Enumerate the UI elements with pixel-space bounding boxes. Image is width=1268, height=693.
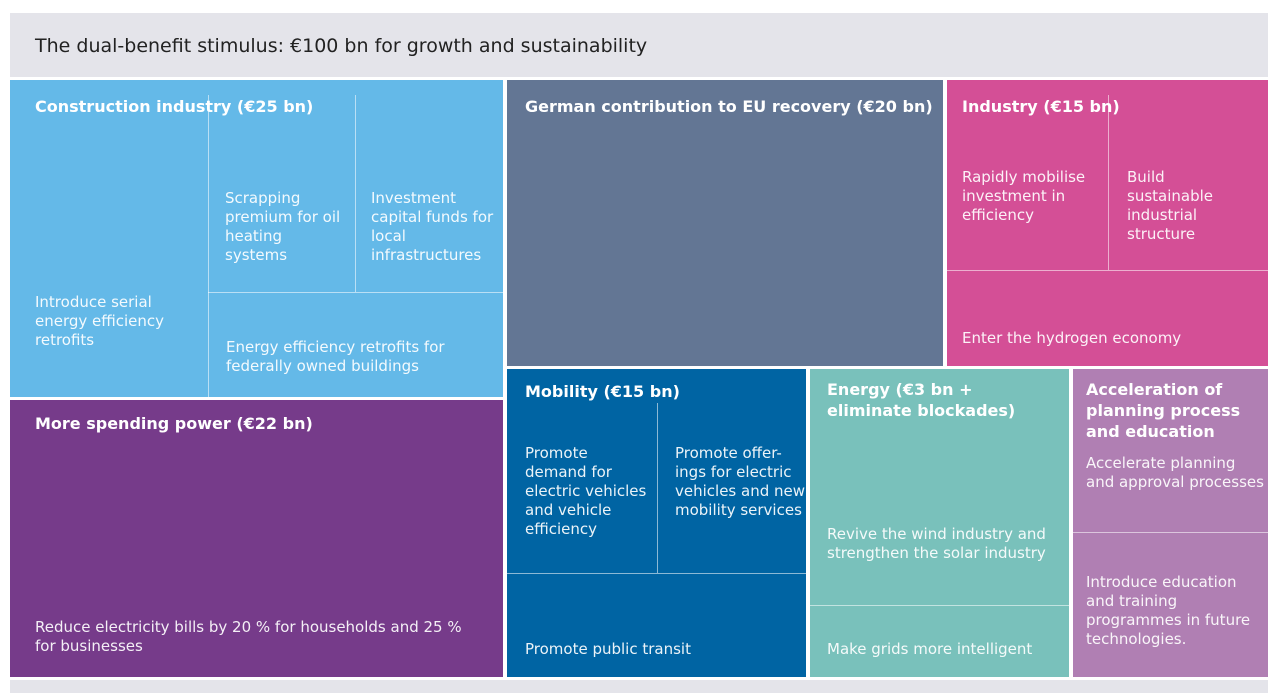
divider: [208, 292, 503, 293]
block-item: Investment capital funds for local infra…: [371, 189, 494, 264]
block-item: Enter the hydrogen economy: [962, 329, 1182, 347]
block-title: Energy (€3 bn + eliminate blockades): [827, 380, 1016, 420]
block-item: Make grids more intelligent: [827, 640, 1033, 658]
energy-block: [810, 369, 1069, 677]
block-item: Promote offer-ings for electric vehicles…: [675, 444, 805, 519]
acceleration-block: [1073, 369, 1268, 677]
spending-block: [10, 400, 503, 677]
block-item: Revive the wind industry and strengthen …: [827, 525, 1046, 562]
industry-block: [947, 80, 1268, 366]
block-item: Rapidly mobilise investment in efficienc…: [962, 168, 1086, 224]
block-item: Scrapping premium for oil heating system…: [225, 189, 341, 264]
block-item: Promote public transit: [525, 640, 691, 658]
block-item: Accelerate planning and approval process…: [1086, 454, 1264, 491]
footer-band: [10, 680, 1268, 693]
header: [10, 13, 1268, 77]
block-item: Reduce electricity bills by 20 % for hou…: [35, 618, 462, 655]
block-item: Introduce serial energy efficiency retro…: [35, 293, 165, 349]
block-title: Acceleration of planning process and edu…: [1086, 380, 1241, 441]
construction-block: [10, 80, 503, 397]
mobility-block: [507, 369, 806, 677]
divider: [1073, 532, 1268, 533]
block-item: Introduce education and training program…: [1086, 573, 1251, 648]
block-title: More spending power (€22 bn): [35, 414, 313, 433]
divider: [1108, 95, 1109, 270]
block-item: Promote demand for electric vehicles and…: [525, 444, 647, 538]
divider: [657, 403, 658, 573]
divider: [208, 95, 209, 397]
block-title: Industry (€15 bn): [962, 97, 1120, 116]
block-item: Energy efficiency retrofits for federall…: [226, 338, 445, 375]
divider: [507, 573, 806, 574]
header-title: The dual-benefit stimulus: €100 bn for g…: [35, 35, 648, 57]
divider: [810, 605, 1069, 606]
eu-block: [507, 80, 943, 366]
block-title: German contribution to EU recovery (€20 …: [525, 97, 933, 116]
block-item: Build sustainable industrial structure: [1127, 168, 1213, 243]
divider: [947, 270, 1268, 271]
block-title: Construction industry (€25 bn): [35, 97, 314, 116]
divider: [355, 95, 356, 292]
block-title: Mobility (€15 bn): [525, 382, 680, 401]
